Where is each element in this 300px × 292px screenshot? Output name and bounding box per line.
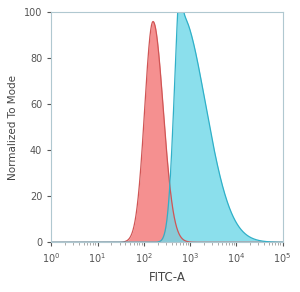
X-axis label: FITC-A: FITC-A xyxy=(148,271,185,284)
Y-axis label: Normalized To Mode: Normalized To Mode xyxy=(8,75,18,180)
